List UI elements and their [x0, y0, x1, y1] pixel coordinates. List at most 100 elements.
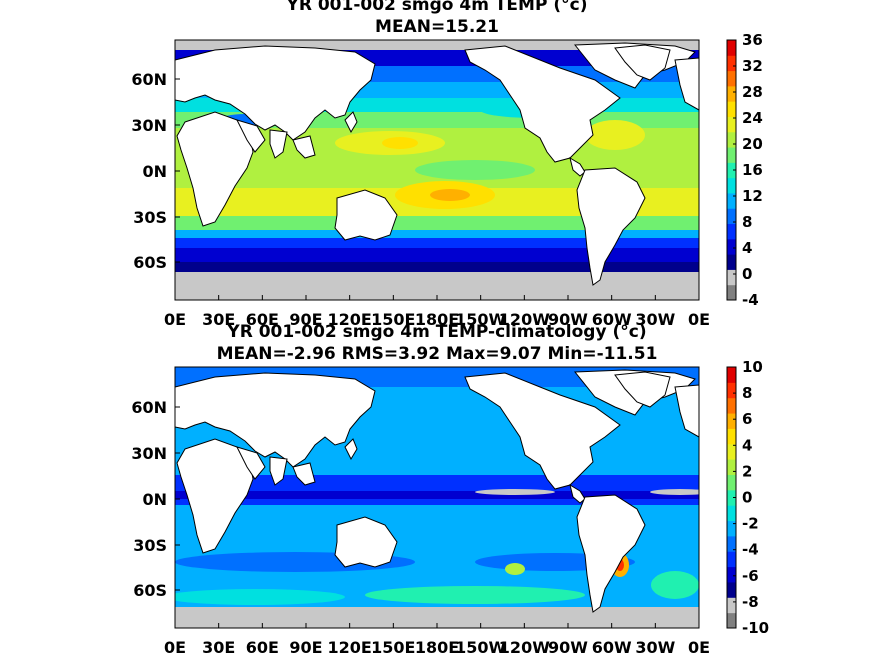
colorbar-segment	[727, 147, 736, 163]
colorbar-segment	[727, 505, 736, 522]
colorbar-tick-label: -4	[742, 291, 759, 309]
lon-tick-label: 90E	[289, 310, 322, 329]
lon-tick-label: 30W	[635, 638, 675, 656]
lon-tick-label: 30W	[635, 310, 675, 329]
lon-tick-label: 60W	[592, 310, 632, 329]
lon-tick-label: 60E	[246, 638, 279, 656]
colorbar-segment	[727, 269, 736, 286]
colorbar-segment	[727, 551, 736, 568]
colorbar-tick-label: 12	[742, 187, 763, 205]
colorbar-segment	[727, 367, 736, 383]
colorbar-segment	[727, 238, 736, 255]
panel1-subtitle: MEAN=15.21	[375, 17, 499, 37]
lat-tick-label: 0N	[142, 162, 167, 181]
lon-tick-label: 30E	[202, 638, 235, 656]
lon-tick-label: 0E	[688, 310, 710, 329]
colorbar-segment	[727, 397, 736, 414]
colorbar-segment	[727, 85, 736, 102]
colorbar-tick-label: 2	[742, 462, 752, 480]
lon-tick-label: 0E	[164, 310, 186, 329]
lat-tick-label: 30N	[131, 444, 167, 463]
lon-tick-label: 180E	[415, 310, 459, 329]
panel1-colorbar: 36 32 28 24 20 16 12 8 4 0 -4	[726, 31, 763, 309]
lon-tick-label: 150W	[455, 638, 506, 656]
colorbar-tick-label: -10	[742, 619, 769, 637]
lon-tick-label: 120W	[499, 638, 550, 656]
colorbar-segment	[727, 70, 736, 87]
colorbar-tick-label: -8	[742, 593, 759, 611]
colorbar-segment	[727, 40, 736, 56]
lat-tick-label: 0N	[142, 490, 167, 509]
colorbar-segment	[727, 566, 736, 583]
panel1-map	[175, 40, 699, 300]
colorbar-segment	[727, 101, 736, 117]
lon-tick-label: 90E	[289, 638, 322, 656]
colorbar-tick-label: 10	[742, 358, 763, 376]
colorbar-tick-label: 8	[742, 213, 752, 231]
colorbar-segment	[727, 428, 736, 445]
colorbar-tick-label: 0	[742, 489, 752, 507]
panel2-colorbar: 10 8 6 4 2 0 -2 -4 -6 -8 -10	[726, 358, 769, 637]
colorbar-tick-label: 28	[742, 83, 763, 101]
lon-tick-label: 180E	[415, 638, 459, 656]
lat-tick-label: 30N	[131, 116, 167, 135]
lat-tick-label: 60N	[131, 70, 167, 89]
colorbar-segment	[727, 489, 736, 506]
colorbar-segment	[727, 443, 736, 460]
panel1-title: YR 001-002 smgo 4m TEMP (°c)	[286, 0, 588, 15]
lon-tick-label: 120E	[328, 310, 372, 329]
colorbar-tick-label: 20	[742, 135, 763, 153]
colorbar-segment	[727, 413, 736, 429]
colorbar-tick-label: 4	[742, 436, 752, 454]
colorbar-segment	[727, 474, 736, 491]
lon-tick-label: 120E	[328, 638, 372, 656]
lon-tick-label: 150W	[455, 310, 506, 329]
colorbar-segment	[727, 208, 736, 225]
lon-tick-label: 30E	[202, 310, 235, 329]
colorbar-tick-label: -2	[742, 515, 759, 533]
colorbar-segment	[727, 223, 736, 240]
colorbar-segment	[727, 597, 736, 614]
panel2-map	[175, 367, 699, 628]
colorbar-segment	[727, 382, 736, 399]
colorbar-tick-label: 36	[742, 31, 763, 49]
colorbar-segment	[727, 520, 736, 537]
panel2-subtitle: MEAN=-2.96 RMS=3.92 Max=9.07 Min=-11.51	[217, 344, 658, 364]
lat-tick-label: 30S	[133, 208, 167, 227]
lon-tick-label: 150E	[371, 310, 415, 329]
panel2-title: YR 001-002 smgo 4m TEMP-climatology (°c)	[226, 322, 646, 342]
colorbar-segment	[727, 459, 736, 475]
colorbar-tick-label: 0	[742, 265, 752, 283]
lon-tick-label: 60W	[592, 638, 632, 656]
lat-tick-label: 60N	[131, 398, 167, 417]
lat-tick-label: 60S	[133, 253, 167, 272]
colorbar-tick-label: -4	[742, 541, 759, 559]
colorbar-tick-label: 8	[742, 384, 752, 402]
colorbar-segment	[727, 581, 736, 598]
panel2-lat-axis: 60N 30N 0N 30S 60S	[131, 398, 180, 600]
colorbar-tick-label: 6	[742, 410, 752, 428]
lon-tick-label: 120W	[499, 310, 550, 329]
colorbar-segment	[727, 535, 736, 552]
colorbar-tick-label: 4	[742, 239, 752, 257]
lon-tick-label: 0E	[164, 638, 186, 656]
colorbar-segment	[727, 131, 736, 148]
colorbar-segment	[727, 254, 736, 270]
colorbar-segment	[727, 284, 736, 301]
lon-tick-label: 90W	[548, 310, 588, 329]
colorbar-segment	[727, 116, 736, 133]
colorbar-tick-label: -6	[742, 567, 759, 585]
lon-tick-label: 0E	[688, 638, 710, 656]
colorbar-tick-label: 24	[742, 109, 763, 127]
colorbar-tick-label: 32	[742, 57, 763, 75]
lon-tick-label: 150E	[371, 638, 415, 656]
colorbar-segment	[727, 55, 736, 72]
panel1-lat-axis: 60N 30N 0N 30S 60S	[131, 70, 180, 272]
lat-tick-label: 60S	[133, 581, 167, 600]
colorbar-segment	[727, 162, 736, 179]
colorbar-segment	[727, 192, 736, 209]
colorbar-segment	[727, 612, 736, 629]
lat-tick-label: 30S	[133, 536, 167, 555]
